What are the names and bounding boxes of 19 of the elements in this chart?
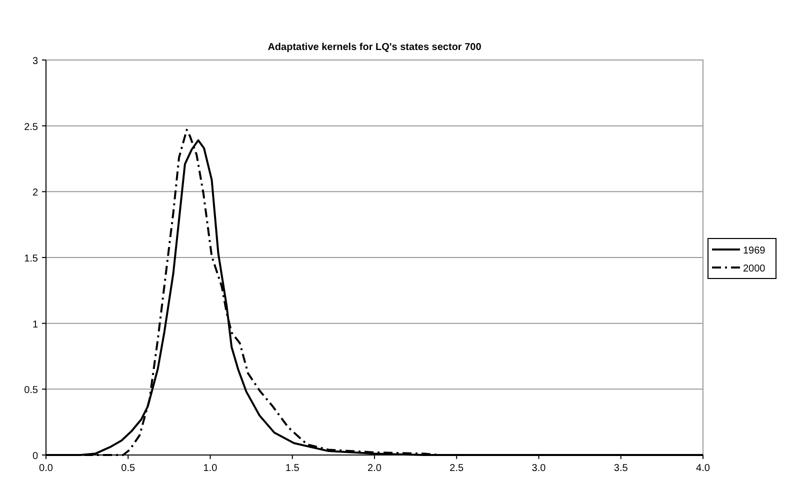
y-tick-label: 0.5 — [24, 385, 38, 396]
x-tick-label: 0.5 — [121, 463, 136, 474]
legend-label: 1969 — [743, 246, 766, 256]
y-tick-label: 1.5 — [24, 254, 38, 264]
y-tick-label: 2.5 — [24, 122, 38, 133]
y-tick-label: 3 — [32, 56, 38, 67]
y-tick-label: 1 — [32, 319, 38, 330]
x-tick-label: 3.0 — [532, 463, 546, 474]
x-tick-label: 1.5 — [285, 463, 300, 474]
x-tick-label: 0.0 — [39, 463, 54, 474]
x-tick-label: 1.0 — [203, 463, 218, 474]
y-tick-label: 2 — [32, 188, 38, 199]
x-tick-label: 2.0 — [368, 463, 382, 474]
y-tick-label: 0 — [32, 451, 38, 462]
legend-label: 2000 — [743, 264, 766, 274]
x-tick-label: 2.5 — [450, 463, 464, 474]
x-tick-label: 3.5 — [614, 463, 628, 474]
x-tick-label: 4.0 — [696, 463, 710, 474]
chart-title: Adaptative kernels for LQ's states sector 700 — [268, 42, 482, 53]
